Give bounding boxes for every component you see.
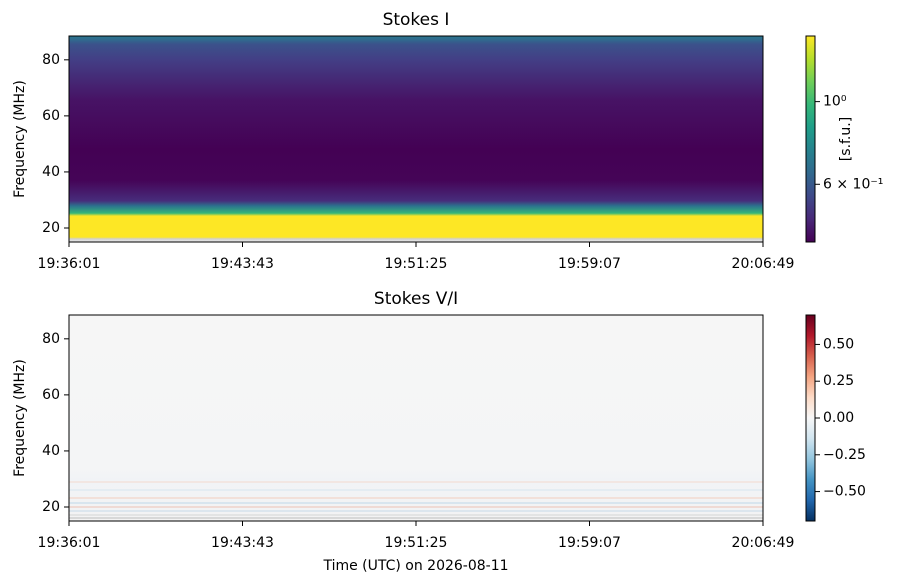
colorbar-tick-label: −0.50 <box>823 484 866 500</box>
colorbar-tick-label: 0.50 <box>823 336 854 352</box>
y-tick-label: 40 <box>42 164 60 180</box>
y-tick-label: 60 <box>42 387 60 403</box>
y-axis-label: Frequency (MHz) <box>12 359 28 477</box>
x-tick-label: 19:59:07 <box>558 535 621 551</box>
x-tick-label: 19:43:43 <box>211 256 274 272</box>
spectrogram-stripes <box>69 481 763 519</box>
y-axis-label: Frequency (MHz) <box>12 80 28 198</box>
colorbar-label: [s.f.u.] <box>838 117 854 161</box>
colorbar-tick-label: 6 × 10⁻¹ <box>823 176 883 192</box>
y-tick-label: 60 <box>42 108 60 124</box>
colorbar-tick-label: 0.00 <box>823 410 854 426</box>
panel-title: Stokes V/I <box>374 289 458 309</box>
colorbar-tick-label: −0.25 <box>823 447 866 463</box>
x-tick-label: 19:59:07 <box>558 256 621 272</box>
panel-title: Stokes I <box>383 10 450 30</box>
y-tick-label: 20 <box>42 220 60 236</box>
colorbar <box>805 314 816 522</box>
x-tick-label: 19:36:01 <box>38 256 101 272</box>
y-tick-label: 40 <box>42 443 60 459</box>
x-axis-label: Time (UTC) on 2026-08-11 <box>322 558 508 574</box>
colorbar <box>805 35 816 243</box>
x-tick-label: 20:06:49 <box>732 256 795 272</box>
spectrogram <box>69 315 763 521</box>
spectrogram <box>69 36 763 242</box>
x-tick-label: 19:51:25 <box>385 535 448 551</box>
colorbar-tick-label: 0.25 <box>823 373 854 389</box>
x-tick-label: 19:51:25 <box>385 256 448 272</box>
y-tick-label: 20 <box>42 499 60 515</box>
colorbar-tick-label: 10⁰ <box>823 94 847 110</box>
x-tick-label: 20:06:49 <box>732 535 795 551</box>
x-tick-label: 19:43:43 <box>211 535 274 551</box>
y-tick-label: 80 <box>42 52 60 68</box>
y-tick-label: 80 <box>42 331 60 347</box>
x-tick-label: 19:36:01 <box>38 535 101 551</box>
